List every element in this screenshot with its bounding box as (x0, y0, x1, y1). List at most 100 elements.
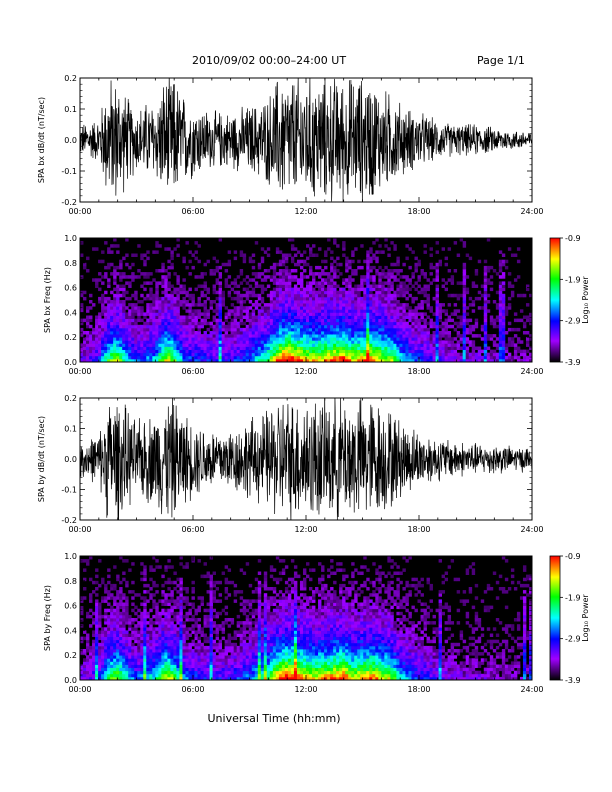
spectrogram-cell (197, 642, 201, 647)
spectrogram-cell (113, 599, 117, 603)
spectrogram-cell (98, 621, 102, 625)
spectrogram-cell (119, 334, 123, 338)
spectrogram-cell (185, 324, 189, 329)
spectrogram-cell (287, 300, 292, 304)
spectrogram-cell (248, 321, 253, 326)
spectrogram-cell (173, 290, 177, 295)
spectrogram-cell (179, 590, 183, 594)
spectrogram-cell (92, 670, 96, 675)
spectrogram-cell (287, 303, 292, 307)
spectrogram-cell (92, 667, 96, 672)
spectrogram-cell (299, 327, 304, 332)
spectrogram-cell (134, 661, 138, 665)
spectrogram-cell (263, 318, 268, 323)
spectrogram-cell (155, 676, 159, 681)
spectrogram-cell (128, 296, 132, 301)
spectrogram-cell (390, 300, 394, 304)
spectrogram-cell (131, 676, 135, 681)
spectrogram-cell (275, 318, 280, 323)
spectrogram-cell (348, 281, 352, 285)
spectrogram-cell (80, 636, 84, 641)
spectrogram-cell (504, 309, 509, 313)
spectrogram-cell (248, 340, 253, 344)
spectrogram-cell (369, 269, 373, 273)
spectrogram-cell (263, 278, 268, 282)
spectrogram-cell (489, 287, 494, 292)
spectrogram-cell (95, 636, 99, 641)
spectrogram-cell (113, 306, 117, 310)
spectrogram-cell (306, 284, 310, 288)
spectrogram-cell (143, 608, 147, 613)
spectrogram-cell (378, 265, 382, 270)
spectrogram-cell (104, 275, 108, 279)
spectrogram-cell (92, 658, 96, 662)
spectrogram-cell (200, 352, 204, 357)
spectrogram-cell (302, 312, 307, 316)
spectrogram-cell (483, 300, 488, 304)
spectrogram-cell (89, 596, 93, 600)
spectrogram-cell (486, 265, 491, 270)
spectrogram-cell (140, 636, 144, 641)
spectrogram-cell (158, 645, 162, 650)
spectrogram-cell (155, 649, 159, 653)
spectrogram-cell (299, 306, 304, 310)
y-axis-label: SPA bx dB/dt (nT/sec) (37, 97, 46, 183)
spectrogram-cell (89, 658, 93, 662)
spectrogram-cell (429, 247, 433, 251)
spectrogram-cell (143, 321, 147, 326)
spectrogram-cell (152, 321, 156, 326)
spectrogram-cell (179, 346, 183, 350)
spectrogram-cell (113, 614, 117, 619)
spectrogram-cell (287, 284, 292, 288)
spectrogram-cell (293, 306, 298, 310)
spectrogram-cell (363, 321, 367, 326)
spectrogram-cell (302, 318, 307, 323)
spectrogram-cell (134, 670, 138, 675)
spectrogram-cell (239, 343, 244, 347)
spectrogram-cell (528, 337, 533, 341)
spectrogram-cell (281, 281, 286, 285)
spectrogram-cell (98, 278, 102, 282)
spectrogram-cell (254, 272, 259, 276)
spectrogram-cell (369, 303, 373, 307)
spectrogram-cell (372, 306, 376, 310)
spectrogram-cell (483, 358, 488, 363)
spectrogram-cell (429, 306, 433, 310)
spectrogram-cell (149, 642, 153, 647)
spectrogram-cell (318, 272, 322, 276)
spectrogram-cell (116, 590, 120, 594)
spectrogram-cell (315, 303, 319, 307)
spectrogram-cell (426, 300, 430, 304)
spectrogram-cell (104, 639, 108, 644)
spectrogram-cell (179, 621, 183, 625)
spectrogram-cell (396, 340, 400, 344)
spectrogram-cell (480, 327, 485, 332)
spectrogram-cell (185, 652, 189, 656)
spectrogram-cell (98, 649, 102, 653)
spectrogram-cell (399, 306, 403, 310)
spectrogram-cell (92, 352, 96, 357)
spectrogram-cell (80, 321, 84, 326)
spectrogram-cell (420, 303, 424, 307)
spectrogram-cell (272, 281, 277, 285)
spectrogram-cell (269, 312, 274, 316)
spectrogram-cell (200, 655, 204, 659)
spectrogram-cell (438, 309, 442, 313)
spectrogram-cell (336, 352, 340, 357)
spectrogram-cell (188, 642, 192, 647)
spectrogram-cell (92, 334, 96, 338)
spectrogram-cell (318, 312, 322, 316)
spectrogram-cell (170, 346, 174, 350)
spectrogram-cell (396, 315, 400, 319)
spectrogram-cell (396, 355, 400, 360)
spectrogram-cell (164, 269, 168, 273)
spectrogram-cell (360, 337, 364, 341)
spectrogram-cell (176, 278, 180, 282)
spectrogram-cell (131, 630, 135, 634)
spectrogram-cell (155, 630, 159, 634)
spectrogram-cell (318, 281, 322, 285)
spectrogram-cell (143, 296, 147, 301)
spectrogram-cell (149, 618, 153, 622)
spectrogram-cell (450, 355, 455, 360)
spectrogram-cell (104, 331, 108, 335)
